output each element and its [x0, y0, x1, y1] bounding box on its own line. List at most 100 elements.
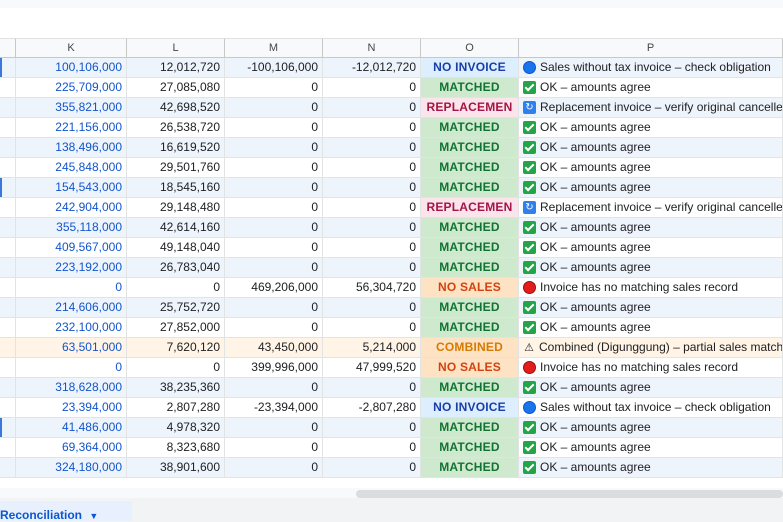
- row-header[interactable]: [0, 178, 16, 198]
- amount-cell-m[interactable]: 399,996,000: [225, 358, 323, 378]
- column-header-p[interactable]: P: [519, 38, 783, 58]
- amount-cell-k[interactable]: 63,501,000: [16, 338, 127, 358]
- amount-cell-l[interactable]: 16,619,520: [127, 138, 225, 158]
- note-cell[interactable]: OK – amounts agree: [519, 438, 783, 458]
- amount-cell-k[interactable]: 41,486,000: [16, 418, 127, 438]
- amount-cell-n[interactable]: 0: [323, 198, 421, 218]
- column-header-n[interactable]: N: [323, 38, 421, 58]
- status-cell[interactable]: MATCHED: [421, 158, 519, 178]
- chevron-down-icon[interactable]: ▼: [89, 511, 99, 521]
- note-cell[interactable]: OK – amounts agree: [519, 258, 783, 278]
- note-cell[interactable]: OK – amounts agree: [519, 318, 783, 338]
- amount-cell-l[interactable]: 2,807,280: [127, 398, 225, 418]
- amount-cell-m[interactable]: 0: [225, 98, 323, 118]
- amount-cell-k[interactable]: 154,543,000: [16, 178, 127, 198]
- row-header[interactable]: [0, 458, 16, 478]
- amount-cell-n[interactable]: 0: [323, 458, 421, 478]
- note-cell[interactable]: Sales without tax invoice – check obliga…: [519, 58, 783, 78]
- amount-cell-k[interactable]: 100,106,000: [16, 58, 127, 78]
- row-header[interactable]: [0, 78, 16, 98]
- amount-cell-l[interactable]: 29,148,480: [127, 198, 225, 218]
- amount-cell-l[interactable]: 27,852,000: [127, 318, 225, 338]
- note-cell[interactable]: OK – amounts agree: [519, 78, 783, 98]
- row-header[interactable]: [0, 158, 16, 178]
- amount-cell-l[interactable]: 27,085,080: [127, 78, 225, 98]
- amount-cell-m[interactable]: -100,106,000: [225, 58, 323, 78]
- row-header[interactable]: [0, 378, 16, 398]
- amount-cell-n[interactable]: 0: [323, 318, 421, 338]
- amount-cell-l[interactable]: 26,783,040: [127, 258, 225, 278]
- amount-cell-m[interactable]: 0: [225, 118, 323, 138]
- amount-cell-l[interactable]: 12,012,720: [127, 58, 225, 78]
- status-cell[interactable]: REPLACEMEN: [421, 198, 519, 218]
- amount-cell-k[interactable]: 324,180,000: [16, 458, 127, 478]
- amount-cell-l[interactable]: 42,614,160: [127, 218, 225, 238]
- amount-cell-k[interactable]: 221,156,000: [16, 118, 127, 138]
- note-cell[interactable]: OK – amounts agree: [519, 458, 783, 478]
- amount-cell-m[interactable]: 0: [225, 318, 323, 338]
- amount-cell-k[interactable]: 355,821,000: [16, 98, 127, 118]
- amount-cell-m[interactable]: 0: [225, 198, 323, 218]
- note-cell[interactable]: OK – amounts agree: [519, 138, 783, 158]
- status-cell[interactable]: MATCHED: [421, 118, 519, 138]
- status-cell[interactable]: NO SALES: [421, 278, 519, 298]
- row-header[interactable]: [0, 398, 16, 418]
- amount-cell-l[interactable]: 25,752,720: [127, 298, 225, 318]
- status-cell[interactable]: MATCHED: [421, 238, 519, 258]
- status-cell[interactable]: MATCHED: [421, 178, 519, 198]
- amount-cell-m[interactable]: 0: [225, 258, 323, 278]
- row-header[interactable]: [0, 358, 16, 378]
- row-header-corner[interactable]: [0, 38, 16, 58]
- amount-cell-n[interactable]: 0: [323, 138, 421, 158]
- amount-cell-n[interactable]: 0: [323, 378, 421, 398]
- row-header[interactable]: [0, 198, 16, 218]
- status-cell[interactable]: MATCHED: [421, 378, 519, 398]
- status-cell[interactable]: COMBINED: [421, 338, 519, 358]
- amount-cell-m[interactable]: 0: [225, 418, 323, 438]
- amount-cell-n[interactable]: 0: [323, 218, 421, 238]
- amount-cell-m[interactable]: 0: [225, 438, 323, 458]
- amount-cell-k[interactable]: 245,848,000: [16, 158, 127, 178]
- note-cell[interactable]: OK – amounts agree: [519, 178, 783, 198]
- amount-cell-k[interactable]: 225,709,000: [16, 78, 127, 98]
- note-cell[interactable]: ⚠ Combined (Digunggung) – partial sales m…: [519, 338, 783, 358]
- status-cell[interactable]: MATCHED: [421, 218, 519, 238]
- amount-cell-k[interactable]: 242,904,000: [16, 198, 127, 218]
- amount-cell-l[interactable]: 4,978,320: [127, 418, 225, 438]
- amount-cell-l[interactable]: 18,545,160: [127, 178, 225, 198]
- amount-cell-m[interactable]: 0: [225, 378, 323, 398]
- status-cell[interactable]: MATCHED: [421, 438, 519, 458]
- amount-cell-k[interactable]: 69,364,000: [16, 438, 127, 458]
- note-cell[interactable]: Invoice has no matching sales record: [519, 278, 783, 298]
- status-cell[interactable]: MATCHED: [421, 298, 519, 318]
- horizontal-scrollbar-thumb[interactable]: [356, 490, 783, 498]
- note-cell[interactable]: OK – amounts agree: [519, 378, 783, 398]
- status-cell[interactable]: MATCHED: [421, 458, 519, 478]
- status-cell[interactable]: MATCHED: [421, 78, 519, 98]
- status-cell[interactable]: MATCHED: [421, 318, 519, 338]
- amount-cell-k[interactable]: 138,496,000: [16, 138, 127, 158]
- column-header-k[interactable]: K: [16, 38, 127, 58]
- column-header-o[interactable]: O: [421, 38, 519, 58]
- spreadsheet-grid[interactable]: K L M N O P 100,106,000 12,012,720 -100,10…: [0, 38, 783, 488]
- amount-cell-n[interactable]: 0: [323, 158, 421, 178]
- row-header[interactable]: [0, 298, 16, 318]
- amount-cell-n[interactable]: 0: [323, 78, 421, 98]
- note-cell[interactable]: ↻ Replacement invoice – verify original c…: [519, 98, 783, 118]
- amount-cell-m[interactable]: 0: [225, 218, 323, 238]
- amount-cell-n[interactable]: 0: [323, 238, 421, 258]
- amount-cell-m[interactable]: 469,206,000: [225, 278, 323, 298]
- row-header[interactable]: [0, 258, 16, 278]
- amount-cell-m[interactable]: 0: [225, 298, 323, 318]
- amount-cell-m[interactable]: 0: [225, 78, 323, 98]
- amount-cell-k[interactable]: 318,628,000: [16, 378, 127, 398]
- status-cell[interactable]: MATCHED: [421, 418, 519, 438]
- amount-cell-n[interactable]: 0: [323, 178, 421, 198]
- status-cell[interactable]: REPLACEMEN: [421, 98, 519, 118]
- row-header[interactable]: [0, 318, 16, 338]
- status-cell[interactable]: MATCHED: [421, 258, 519, 278]
- amount-cell-n[interactable]: 0: [323, 298, 421, 318]
- amount-cell-k[interactable]: 0: [16, 358, 127, 378]
- row-header[interactable]: [0, 138, 16, 158]
- sheet-tab-reconciliation[interactable]: Reconciliation ▼: [0, 501, 132, 521]
